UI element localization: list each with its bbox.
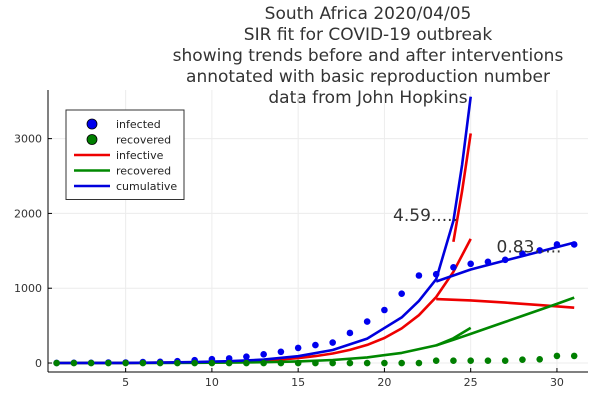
fit-line — [56, 238, 472, 365]
data-point-recovered — [363, 359, 371, 367]
data-point-infected — [536, 247, 543, 254]
data-point-recovered — [122, 359, 129, 367]
fit-line — [56, 326, 472, 365]
data-point-recovered — [243, 359, 250, 367]
x-tick-label: 5 — [122, 376, 129, 389]
data-point-infected — [415, 272, 423, 279]
legend-label: cumulative — [116, 180, 177, 193]
data-point-infected — [432, 270, 440, 278]
y-tick-label: 3000 — [14, 133, 42, 146]
data-point-recovered — [70, 359, 78, 367]
legend-label: recovered — [116, 134, 171, 147]
r0-annotation: 0.83..... — [497, 237, 562, 257]
data-point-recovered — [432, 357, 440, 365]
title-line: showing trends before and after interven… — [173, 46, 564, 66]
data-point-recovered — [191, 359, 198, 367]
legend: infected recovered infective recovered cumul… — [65, 109, 185, 200]
legend-label: infected — [116, 118, 161, 131]
data-point-recovered — [139, 359, 147, 367]
data-point-recovered — [398, 359, 405, 367]
data-point-recovered — [450, 357, 457, 365]
data-point-recovered — [208, 359, 216, 367]
data-point-infected — [277, 348, 285, 356]
data-points — [53, 241, 578, 367]
r0-annotation: 4.59..... — [393, 206, 458, 226]
data-point-recovered — [519, 356, 526, 363]
data-point-recovered — [294, 359, 302, 367]
data-point-recovered — [415, 359, 423, 367]
x-tick-label: 15 — [291, 376, 305, 389]
data-point-infected — [381, 306, 388, 314]
tick-labels: 5 10 15 20 25 30 0 1000 2000 3000 — [14, 133, 564, 389]
data-point-recovered — [381, 359, 388, 367]
legend-marker — [86, 134, 98, 145]
title-line: SIR fit for COVID-19 outbreak — [244, 25, 493, 45]
title-line: data from John Hopkins — [268, 88, 467, 108]
y-tick-label: 1000 — [14, 282, 42, 295]
data-point-infected — [260, 351, 267, 358]
y-tick-label: 2000 — [14, 207, 42, 220]
data-point-recovered — [553, 352, 561, 360]
data-point-infected — [467, 260, 474, 268]
grid — [48, 90, 588, 372]
data-point-recovered — [501, 357, 509, 365]
data-point-infected — [484, 258, 492, 266]
y-tick-label: 0 — [35, 357, 42, 370]
data-point-infected — [225, 355, 233, 362]
fit-line — [435, 296, 575, 347]
data-point-recovered — [225, 359, 233, 367]
data-point-recovered — [156, 359, 164, 367]
data-point-infected — [294, 344, 302, 352]
legend-marker — [86, 118, 98, 130]
title-line: South Africa 2020/04/05 — [265, 4, 472, 24]
data-point-infected — [398, 290, 405, 297]
data-point-infected — [501, 256, 509, 264]
title-line: annotated with basic reproduction number — [186, 67, 550, 87]
data-point-recovered — [312, 359, 319, 367]
legend-label: recovered — [116, 165, 171, 178]
data-point-recovered — [329, 359, 336, 367]
x-tick-label: 10 — [205, 376, 219, 389]
data-point-recovered — [260, 359, 267, 367]
data-point-infected — [450, 263, 457, 271]
x-tick-label: 20 — [377, 376, 391, 389]
x-tick-label: 25 — [464, 376, 478, 389]
data-point-recovered — [570, 352, 578, 360]
data-point-infected — [243, 353, 250, 360]
annotations: 4.59..... 0.83..... — [393, 206, 561, 257]
data-point-recovered — [277, 359, 285, 367]
legend-label: infective — [116, 149, 164, 162]
data-point-recovered — [467, 357, 474, 365]
data-point-infected — [519, 250, 526, 257]
data-point-recovered — [536, 355, 543, 363]
data-point-infected — [329, 339, 336, 346]
data-point-infected — [346, 329, 354, 337]
fit-line — [452, 133, 472, 243]
data-point-infected — [312, 341, 319, 349]
axes — [47, 90, 588, 373]
data-point-infected — [553, 241, 561, 248]
data-point-infected — [570, 241, 578, 248]
data-point-infected — [363, 318, 371, 325]
data-point-recovered — [87, 359, 95, 367]
data-point-recovered — [346, 359, 354, 367]
data-point-recovered — [105, 359, 112, 367]
data-point-recovered — [174, 359, 181, 367]
x-tick-label: 30 — [550, 376, 564, 389]
data-point-recovered — [484, 357, 492, 365]
data-point-recovered — [53, 359, 60, 367]
